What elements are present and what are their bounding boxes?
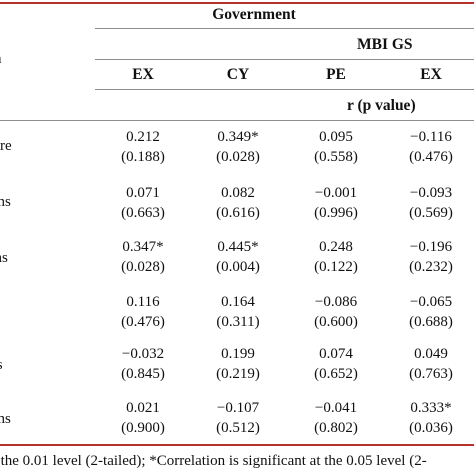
- table-cell: 0.333* (0.036): [409, 400, 453, 436]
- table-cell: 0.212 (0.188): [121, 129, 165, 165]
- row-label: s: [0, 356, 3, 374]
- table-cell: 0.347* (0.028): [121, 239, 165, 275]
- row-label: ms: [0, 250, 8, 266]
- table-cell: 0.074 (0.652): [314, 346, 358, 382]
- table-cell: −0.065 (0.688): [409, 294, 453, 330]
- table-cell: −0.001 (0.996): [314, 185, 358, 221]
- table-footnote: at the 0.01 level (2-tailed); *Correlati…: [0, 453, 427, 469]
- stub-header: n: [0, 50, 2, 68]
- table-cell: −0.196 (0.232): [409, 239, 453, 275]
- table-cell: 0.082 (0.616): [216, 185, 260, 221]
- stat-label: r (p value): [347, 97, 416, 114]
- table-cell: 0.021 (0.900): [121, 400, 165, 436]
- table-cell: 0.248 (0.122): [314, 239, 358, 275]
- table-cell: −0.093 (0.569): [409, 185, 453, 221]
- column-header-underline: [95, 89, 474, 90]
- table-cell: −0.032 (0.845): [121, 346, 165, 382]
- column-header-pe: PE: [326, 66, 346, 83]
- table-cell: 0.049 (0.763): [409, 346, 453, 382]
- table-bottom-rule: [0, 444, 474, 446]
- subgroup-header: MBI GS: [357, 36, 413, 53]
- subgroup-underline: [95, 59, 474, 60]
- row-label: ems: [0, 194, 11, 210]
- column-header-ex-2: EX: [420, 66, 442, 83]
- row-label: core: [0, 138, 12, 154]
- row-label: ems: [0, 411, 11, 427]
- table-cell: 0.349* (0.028): [216, 129, 260, 165]
- table-cell: 0.071 (0.663): [121, 185, 165, 221]
- table-cell: 0.445* (0.004): [216, 239, 260, 275]
- column-header-ex: EX: [132, 66, 154, 83]
- group-header: Government: [212, 6, 296, 23]
- table-cell: −0.041 (0.802): [314, 400, 358, 436]
- table-top-rule: [0, 2, 474, 4]
- group-underline: [95, 28, 474, 29]
- table-cell: −0.086 (0.600): [314, 294, 358, 330]
- table-cell: −0.107 (0.512): [216, 400, 260, 436]
- table-cell: 0.116 (0.476): [121, 294, 165, 330]
- header-bottom-rule: [0, 120, 474, 121]
- table-cell: 0.199 (0.219): [216, 346, 260, 382]
- table-cell: 0.095 (0.558): [314, 129, 358, 165]
- table-cell: −0.116 (0.476): [409, 129, 453, 165]
- column-header-cy: CY: [226, 66, 250, 83]
- table-cell: 0.164 (0.311): [216, 294, 260, 330]
